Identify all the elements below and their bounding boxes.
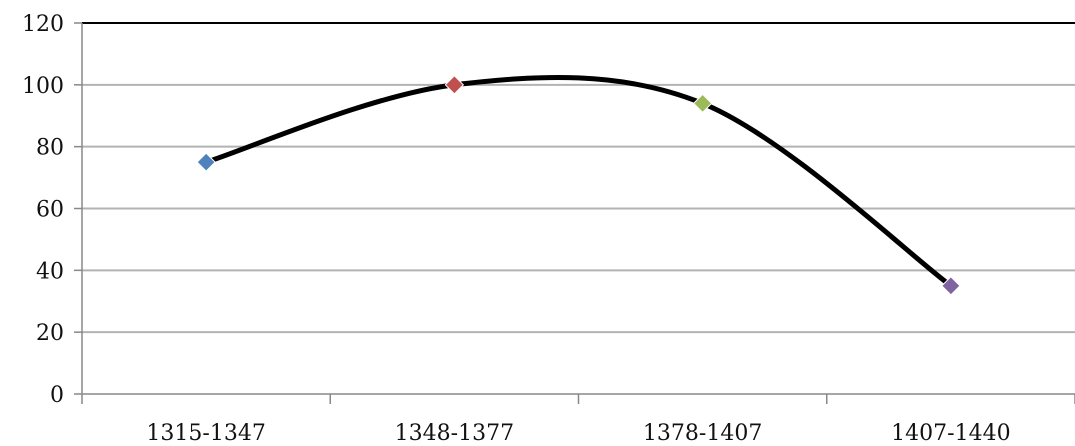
data-point-1378-1407: [692, 93, 713, 114]
x-category-label: 1315-1347: [146, 421, 265, 446]
x-category-label: 1407-1440: [891, 421, 1010, 446]
gridlines: [82, 22, 1075, 334]
y-tick-label: 60: [36, 198, 64, 223]
x-category-label: 1348-1377: [395, 421, 514, 446]
y-tick-label: 100: [22, 74, 64, 99]
y-tick-label: 120: [22, 12, 64, 37]
y-tick-label: 20: [36, 321, 64, 346]
series-line: [203, 74, 954, 289]
y-axis-ticks: 0 20 40 60 80 100 120: [22, 12, 82, 408]
y-tick-label: 40: [36, 259, 64, 284]
data-point-1315-1347: [196, 152, 216, 172]
y-tick-label: 0: [50, 383, 64, 408]
data-point-1407-1440: [941, 276, 961, 296]
x-axis-labels: 1315-1347 1348-1377 1378-1407 1407-1440: [146, 421, 1010, 446]
series: [196, 74, 961, 296]
y-tick-label: 80: [36, 136, 64, 161]
x-category-label: 1378-1407: [643, 421, 762, 446]
data-point-1348-1377: [444, 75, 465, 95]
